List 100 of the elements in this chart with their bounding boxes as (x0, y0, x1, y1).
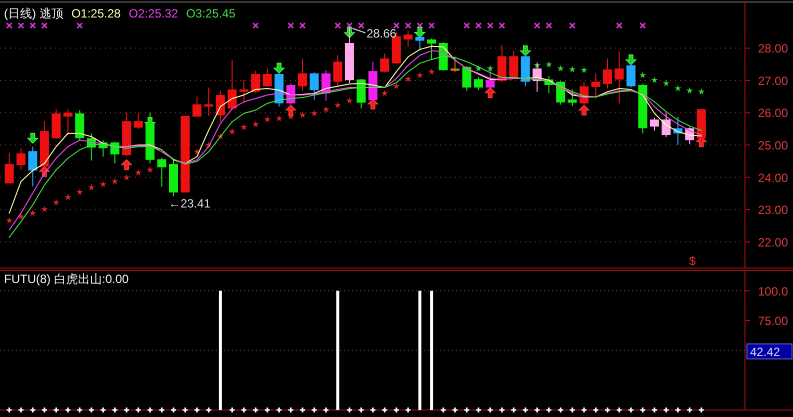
point (100, 180, 106, 188)
point (414, 26, 426, 38)
chart-title: FUTU(8) 白虎出山:0.00 (4, 272, 130, 286)
point (346, 97, 353, 104)
point (557, 64, 564, 72)
candlestick (509, 50, 518, 80)
point (520, 45, 531, 56)
point (546, 22, 552, 29)
point (276, 115, 282, 122)
point (310, 110, 318, 116)
point (626, 54, 636, 66)
text: 42.42 (750, 344, 780, 359)
y-tick-label: 24.00 (758, 170, 788, 185)
point (616, 22, 623, 29)
point (346, 22, 353, 29)
candlestick (462, 65, 472, 92)
point (322, 106, 330, 112)
candlestick (216, 90, 225, 122)
y-tick-label: 22.00 (758, 235, 788, 250)
point (486, 64, 494, 72)
point (111, 178, 118, 184)
candlestick (427, 38, 436, 61)
point (299, 22, 306, 29)
annotation: $ (689, 254, 696, 268)
point (393, 22, 400, 29)
point (674, 84, 682, 92)
point (686, 87, 693, 94)
point (88, 184, 95, 190)
point (146, 166, 154, 173)
candlestick (228, 60, 237, 111)
candlestick (568, 88, 577, 107)
point (486, 22, 494, 29)
point (288, 22, 294, 29)
point (404, 76, 412, 82)
candlestick (63, 108, 72, 136)
y-tick-label: 27.00 (758, 74, 788, 88)
point (368, 98, 378, 110)
point (29, 22, 36, 29)
candlestick (591, 72, 600, 100)
y-tick-label: 26.00 (758, 106, 788, 120)
text: O1:25.28 (71, 6, 122, 20)
point (651, 76, 658, 83)
point (404, 22, 412, 29)
point (64, 194, 72, 200)
point (52, 198, 60, 206)
y-tick-label: 23.00 (758, 203, 788, 218)
point (475, 22, 482, 29)
point (639, 72, 646, 78)
point (393, 82, 400, 90)
candlestick (4, 152, 14, 184)
candlestick (404, 30, 413, 48)
point (428, 22, 435, 29)
point (639, 22, 646, 29)
y-tick-label: 100.0 (758, 284, 788, 298)
point (428, 68, 435, 75)
point (578, 104, 590, 116)
point (29, 210, 36, 216)
candlestick (110, 141, 120, 164)
candlestick (333, 54, 342, 87)
point (41, 22, 48, 29)
candlestick (650, 117, 659, 132)
candlestick (310, 72, 319, 100)
candlestick (450, 56, 460, 72)
point (416, 72, 424, 78)
point (381, 90, 388, 96)
point (534, 22, 540, 29)
point (662, 80, 670, 86)
point (568, 66, 576, 72)
point (484, 87, 496, 98)
point (569, 22, 576, 29)
point (6, 217, 13, 224)
candlestick (603, 58, 612, 90)
candlestick (380, 52, 390, 73)
point (76, 188, 84, 195)
point (240, 124, 248, 130)
candlestick (28, 146, 38, 187)
point (27, 132, 38, 144)
point (121, 159, 132, 170)
point (546, 61, 552, 68)
y-tick-label: 25.00 (758, 138, 788, 153)
candlestick (356, 78, 366, 110)
candlestick (298, 58, 308, 92)
point (228, 128, 236, 135)
point (285, 104, 296, 116)
point (463, 22, 470, 29)
candlestick (251, 70, 260, 94)
point (358, 22, 364, 29)
point (264, 116, 271, 122)
point (134, 169, 142, 176)
text: O3:25.45 (186, 6, 236, 20)
point (416, 22, 424, 29)
point (252, 22, 259, 29)
candlestick (614, 50, 624, 104)
point (498, 22, 506, 29)
point (334, 22, 342, 29)
candlestick (192, 96, 202, 118)
point (274, 62, 284, 74)
candlestick (134, 112, 143, 130)
annotation: 28.66 (366, 26, 397, 40)
point (41, 206, 48, 212)
